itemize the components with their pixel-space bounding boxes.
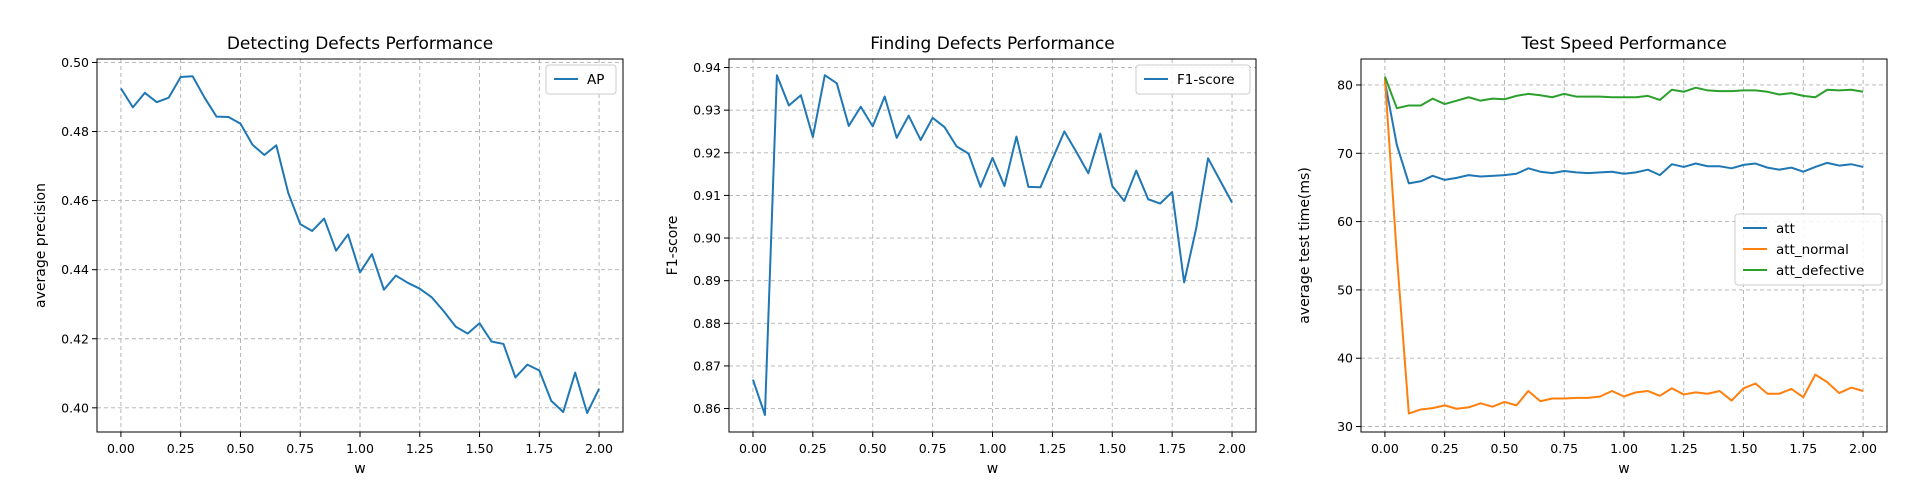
grid xyxy=(729,59,1256,432)
x-tick-label: 0.50 xyxy=(859,441,887,456)
x-tick-label: 1.75 xyxy=(1789,441,1817,456)
x-tick-label: 1.50 xyxy=(1730,441,1758,456)
y-tick-label: 0.48 xyxy=(61,124,89,139)
y-tick-label: 0.91 xyxy=(693,188,721,203)
x-tick-label: 0.75 xyxy=(1550,441,1578,456)
y-tick-label: 70 xyxy=(1337,146,1353,161)
y-tick-label: 0.89 xyxy=(693,273,721,288)
chart-title: Test Speed Performance xyxy=(1520,34,1726,54)
x-tick-label: 1.25 xyxy=(1038,441,1066,456)
legend-box xyxy=(1135,64,1251,95)
y-tick-label: 0.87 xyxy=(693,358,721,373)
y-tick-label: 0.46 xyxy=(61,193,89,208)
y-tick-label: 0.94 xyxy=(693,60,721,75)
y-tick-label: 0.42 xyxy=(61,331,89,346)
legend-label: att_defective xyxy=(1776,263,1864,279)
legend-label: AP xyxy=(587,72,604,88)
x-tick-label: 1.50 xyxy=(1098,441,1126,456)
legend: F1-score xyxy=(1135,64,1251,95)
y-tick-label: 80 xyxy=(1337,77,1353,92)
y-tick-label: 60 xyxy=(1337,214,1353,229)
x-tick-label: 1.50 xyxy=(466,441,494,456)
x-tick-label: 0.00 xyxy=(739,441,767,456)
x-tick-label: 0.50 xyxy=(1491,441,1519,456)
y-tick-label: 0.40 xyxy=(61,400,89,415)
x-tick-label: 1.00 xyxy=(1610,441,1638,456)
y-axis-label: average precision xyxy=(33,183,49,308)
legend: AP xyxy=(545,64,617,95)
y-axis-label: F1-score xyxy=(665,216,681,276)
legend: att att_normal att_defective xyxy=(1734,213,1883,286)
x-axis-label: w xyxy=(987,461,998,477)
x-tick-label: 1.75 xyxy=(525,441,553,456)
legend-label: att xyxy=(1776,221,1795,237)
y-tick-label: 0.93 xyxy=(693,103,721,118)
x-tick-label: 0.25 xyxy=(167,441,195,456)
x-tick-label: 0.25 xyxy=(799,441,827,456)
y-tick-label: 0.88 xyxy=(693,316,721,331)
legend-label: att_normal xyxy=(1776,242,1849,258)
x-axis-label: w xyxy=(1618,461,1629,477)
chart-title: Finding Defects Performance xyxy=(870,34,1115,54)
series-line-att_defective xyxy=(1383,76,1864,110)
chart-panel-1: Detecting Defects Performance 0.00 0.25 0.5… xyxy=(33,34,624,477)
chart-panel-2: Finding Defects Performance 0.00 0.25 0.50 0… xyxy=(665,34,1257,477)
chart-title: Detecting Defects Performance xyxy=(227,34,493,54)
series-line-att xyxy=(1383,81,1864,185)
x-tick-label: 0.00 xyxy=(1371,441,1399,456)
legend-label: F1-score xyxy=(1177,72,1235,88)
y-tick-label: 50 xyxy=(1337,282,1353,297)
x-tick-label: 0.25 xyxy=(1431,441,1459,456)
legend-box xyxy=(1734,213,1883,286)
y-tick-label: 0.44 xyxy=(61,262,89,277)
x-tick-label: 2.00 xyxy=(1218,441,1246,456)
x-tick-label: 0.00 xyxy=(107,441,135,456)
x-tick-label: 0.75 xyxy=(286,441,314,456)
x-tick-label: 1.75 xyxy=(1158,441,1186,456)
x-tick-label: 1.00 xyxy=(346,441,374,456)
y-tick-label: 0.92 xyxy=(693,145,721,160)
x-tick-label: 1.25 xyxy=(406,441,434,456)
x-tick-label: 1.00 xyxy=(979,441,1007,456)
x-tick-label: 2.00 xyxy=(1849,441,1877,456)
series-line-att_normal xyxy=(1383,78,1864,415)
x-axis-label: w xyxy=(354,461,365,477)
legend-box xyxy=(545,64,617,95)
x-tick-label: 2.00 xyxy=(585,441,613,456)
grid xyxy=(97,59,623,432)
series-line-AP xyxy=(120,75,600,414)
y-tick-label: 30 xyxy=(1337,419,1353,434)
x-tick-label: 0.50 xyxy=(227,441,255,456)
grid xyxy=(1361,59,1887,432)
y-tick-label: 0.50 xyxy=(61,55,89,70)
series-line-F1-score xyxy=(752,74,1233,416)
y-tick-label: 0.86 xyxy=(693,401,721,416)
y-tick-label: 40 xyxy=(1337,351,1353,366)
y-axis-label: average test time(ms) xyxy=(1297,167,1313,324)
x-tick-label: 1.25 xyxy=(1670,441,1698,456)
x-tick-label: 0.75 xyxy=(919,441,947,456)
chart-panel-3: Test Speed Performance 0.00 0.25 0.50 0.75 1.… xyxy=(1297,34,1888,477)
y-tick-label: 0.90 xyxy=(693,231,721,246)
